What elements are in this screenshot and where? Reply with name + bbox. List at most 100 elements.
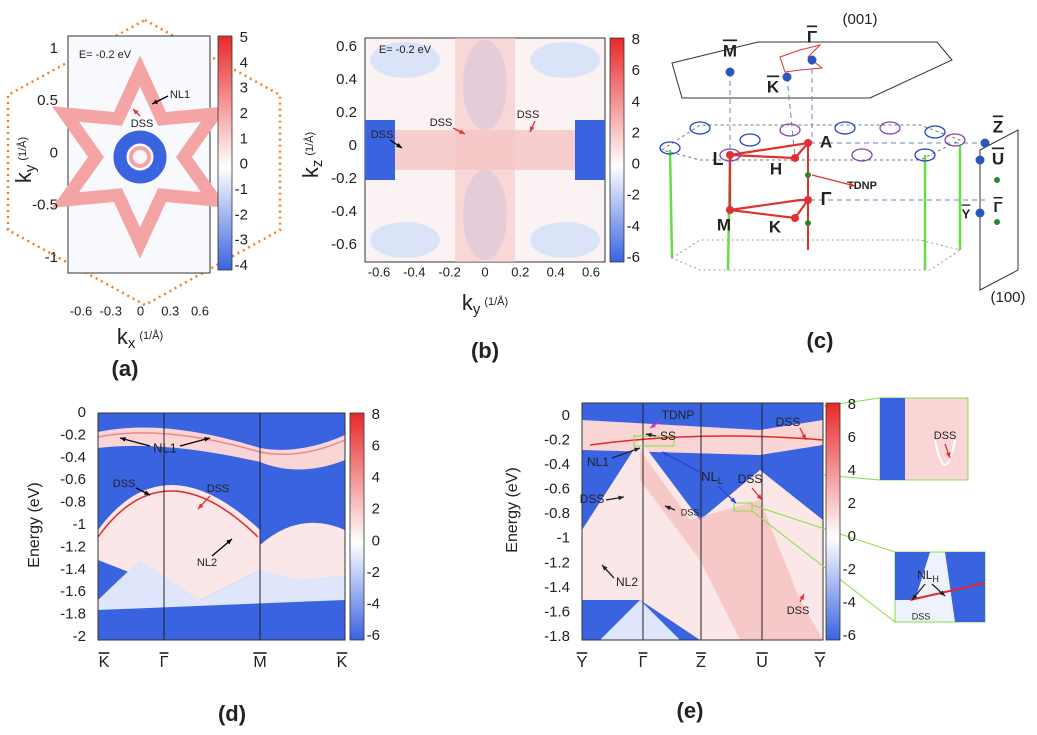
y-tick-label: -0.4 [331,203,357,220]
energy-label: E= -0.2 eV [79,49,132,61]
axis-subscript: x [128,335,136,352]
k-point-label-bar: Y [962,206,971,221]
colorbar-label: -4 [367,595,380,612]
k-path-label: K [337,654,348,671]
x-tick-label: -0.2 [438,264,460,279]
arrow-head [618,495,624,501]
zoom-guide [751,504,896,553]
k-point-label: L [713,149,724,169]
k-point-label-bar: M [723,41,737,60]
y-tick-label: -1 [45,249,58,266]
y-tick-label: -1.4 [60,561,86,578]
colorbar-label: 2 [848,495,856,512]
k-path-label: Γ [639,654,648,671]
k-point-label-bar: Γ [993,199,1002,216]
y-tick-label: -1.4 [544,579,570,596]
energy-label: E= -0.2 eV [379,44,432,56]
plot-frame [97,412,346,641]
annotation: DSS [912,611,931,621]
surface-region [530,42,600,78]
annotation: NLL [701,469,723,486]
colorbar [609,37,625,263]
y-tick-label: -0.4 [60,449,86,466]
colorbar-label: 6 [848,429,856,446]
colorbar-label: -2 [367,564,380,581]
inset-region [895,552,930,600]
k-path-label: U [756,654,768,671]
zoom-guide [751,510,896,623]
inset-line [909,582,986,601]
k-point-label-bar: Z [993,117,1003,136]
annotation: DSS [113,478,136,490]
arrow-head [646,432,652,438]
colorbar-label: 5 [240,29,248,46]
arrow-head [198,503,204,509]
colorbar-label: 4 [240,54,248,71]
axis-symbol: k [11,171,36,183]
nodal-loop [879,121,901,135]
k-point-label: H [770,159,782,178]
y-tick-label: -1.6 [60,583,86,600]
surface-ring [129,146,151,168]
annotation-subscript: H [932,574,939,584]
colorbar-label: 2 [632,124,640,141]
k-point [975,208,985,218]
k-point [980,138,990,148]
tdnp-point [805,172,811,178]
axis-unit: (1/Å) [16,137,29,161]
x-tick-label: 0.6 [191,303,209,318]
nodal-loop [779,123,801,137]
k-point [725,67,735,77]
x-tick-label: 0 [481,264,488,279]
annotation: DSS [207,483,230,495]
dss-line [589,435,824,446]
k-point [807,55,817,65]
annotation: DSS [787,605,810,617]
colorbar-label: 0 [632,156,640,173]
nodal-loop [834,121,856,135]
k-point [804,196,812,204]
arrow-head [226,539,232,545]
y-tick-label: 0.2 [336,104,357,121]
surface-region [365,120,395,180]
nodal-loop [659,141,681,155]
k-point-label: A [820,132,832,151]
dss-line [97,432,346,456]
arrow-head [204,437,210,442]
projection-line [786,76,796,159]
axis-label: ky (1/Å) [11,137,39,183]
arrow-head [756,494,762,500]
annotation: DSS [580,492,605,506]
y-tick-label: -0.6 [60,471,86,488]
arrow-head [602,565,608,571]
y-tick-label: -0.8 [544,505,570,522]
arrow-head [120,437,126,442]
k-point [804,139,812,147]
annotation: DSS [776,415,801,429]
arrow-head [133,109,139,115]
panel-label: (b) [471,338,499,363]
y-tick-label: -1 [557,530,570,547]
axis-unit: (1/Å) [484,295,508,308]
axis-label: kx (1/Å) [117,324,163,352]
surface-band [98,560,345,610]
surface-region [370,42,440,78]
nodal-loop [924,125,946,139]
surface-region [370,222,440,258]
k-point [791,214,799,222]
colorbar-label: 0 [240,156,248,173]
panel-label: (c) [807,328,834,353]
surface-band [52,55,228,259]
surface-plane [671,41,953,99]
y-tick-label: -2 [73,628,86,645]
arrow-head [801,434,806,440]
annotation: DSS [681,507,700,517]
arrow-head [730,497,736,503]
k-point-label-bar: K [767,77,780,96]
y-tick-label: -0.2 [544,432,570,449]
arrow-head [662,452,668,457]
plot-frame [581,402,824,641]
axis-unit: (1/Å) [303,132,316,156]
axis-subscript: y [473,301,481,318]
